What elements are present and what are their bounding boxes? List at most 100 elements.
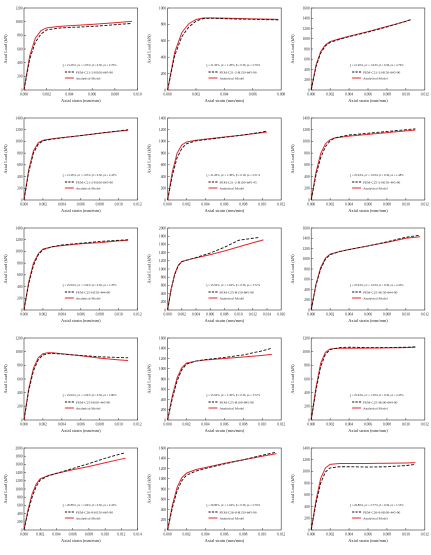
x-tick-label: 0.006 xyxy=(364,533,372,537)
y-axis-label: Axial Load (kN) xyxy=(147,254,152,284)
y-tick-label: 400 xyxy=(304,391,310,395)
panel-11: 0.000 0.002 0.004 0.006 0.008 0.010 0.012 0 200 4… xyxy=(147,336,286,433)
series-line-analytical xyxy=(23,20,132,91)
series-line-analytical xyxy=(167,239,264,311)
x-axis-label: Axial strain (mm/mm) xyxy=(348,318,388,323)
series-line-analytical xyxy=(23,457,126,531)
y-tick-label: 200 xyxy=(304,405,310,409)
series-line-analytical xyxy=(310,346,416,421)
y-tick-label: 800 xyxy=(161,151,167,155)
x-tick-label: 0.012 xyxy=(421,423,429,427)
x-tick-label: 0.008 xyxy=(383,423,391,427)
y-tick-label: 600 xyxy=(17,273,23,277)
x-tick-label: 0.004 xyxy=(65,93,73,97)
y-tick-label: 200 xyxy=(161,408,167,412)
x-tick-label: 0.004 xyxy=(58,423,66,427)
series-line-analytical xyxy=(167,17,279,91)
y-tick-label: 1000 xyxy=(303,37,310,41)
panel-10: 0.000 0.002 0.004 0.006 0.008 0.010 0.012 0 200 4… xyxy=(3,336,142,433)
legend-label-fem: FEM-C21-2-H100-6#5-45 xyxy=(219,180,256,184)
y-tick-label: 1000 xyxy=(303,350,310,354)
y-tick-label: 800 xyxy=(304,481,310,485)
panel-6: 0.000 0.002 0.004 0.006 0.008 0.010 0.012 0 200 4… xyxy=(290,116,429,213)
legend-label-fem: FEM-C25-H150-8#5-90 xyxy=(219,290,253,294)
y-tick-label: 1400 xyxy=(159,116,166,120)
y-tick-label: 200 xyxy=(17,187,23,191)
y-tick-label: 1400 xyxy=(303,116,310,120)
legend-label-analytical: Analytical Model xyxy=(219,296,244,300)
x-tick-label: 0.002 xyxy=(326,533,334,537)
y-tick-label: 800 xyxy=(161,23,167,27)
parameter-note: ξ = 25.04%, ρv = 1.04%, β = 0.36, ρs = 1… xyxy=(63,283,117,287)
x-tick-label: 0.006 xyxy=(364,93,372,97)
y-tick-label: 200 xyxy=(17,405,23,409)
x-tick-label: 0.000 xyxy=(307,533,315,537)
legend-label-fem: FEM-C26-8-H150-6#5-90 xyxy=(219,510,256,514)
y-axis-label: Axial Load (kN) xyxy=(147,144,152,174)
x-tick-label: 0.008 xyxy=(239,423,247,427)
y-axis-label: Axial Load (kN) xyxy=(3,144,8,174)
y-tick-label: 0 xyxy=(308,528,310,532)
x-tick-label: 0.010 xyxy=(258,203,266,207)
y-tick-label: 0 xyxy=(21,198,23,202)
y-tick-label: 400 xyxy=(161,56,167,60)
y-tick-label: 800 xyxy=(304,151,310,155)
y-tick-label: 1600 xyxy=(159,446,166,450)
y-tick-label: 400 xyxy=(161,398,167,402)
panel-8: 0.000 0.002 0.004 0.006 0.008 0.010 0.012 0.014… xyxy=(147,226,286,323)
y-tick-label: 1000 xyxy=(159,6,166,10)
y-tick-label: 800 xyxy=(304,267,310,271)
y-tick-label: 1600 xyxy=(303,6,310,10)
panel-7: 0.000 0.002 0.004 0.006 0.008 0.010 0.012 0 200 4… xyxy=(3,226,142,323)
y-tick-label: 0 xyxy=(308,88,310,92)
x-tick-label: 0.004 xyxy=(52,533,60,537)
parameter-note: ξ = 26.86%, ρv = 1.04%, β = 0.36, ρs = 2… xyxy=(63,503,117,507)
x-tick-label: 0.012 xyxy=(421,533,429,537)
x-tick-label: 0.004 xyxy=(345,203,353,207)
panel-3: 0.000 0.002 0.004 0.006 0.008 0.010 0.012 0 200 4… xyxy=(290,6,429,103)
panel-2: 0.000 0.002 0.004 0.006 0.008 0 200 400 600 800 10… xyxy=(147,6,286,103)
y-axis-label: Axial Load (kN) xyxy=(3,254,8,284)
x-tick-label: 0.006 xyxy=(364,203,372,207)
y-tick-label: 600 xyxy=(304,493,310,497)
x-tick-label: 0.016 xyxy=(277,313,285,317)
y-tick-label: 1000 xyxy=(303,257,310,261)
y-tick-label: 1200 xyxy=(15,336,22,340)
series-line-fem xyxy=(310,463,416,531)
y-tick-label: 600 xyxy=(304,58,310,62)
x-tick-label: 0.008 xyxy=(111,93,119,97)
y-tick-label: 1200 xyxy=(159,467,166,471)
y-tick-label: 200 xyxy=(17,297,23,301)
legend-label-fem: FEM-C26-8-H100-4#5-90 xyxy=(363,510,400,514)
x-tick-label: 0.000 xyxy=(20,533,28,537)
x-tick-label: 0.000 xyxy=(20,313,28,317)
series-line-fem xyxy=(310,19,411,91)
series-line-fem xyxy=(310,234,421,311)
legend-label-fem: FEM-C21-2-H150-6#5-90 xyxy=(363,70,400,74)
x-tick-label: 0.002 xyxy=(326,203,334,207)
x-tick-label: 0.006 xyxy=(206,313,214,317)
y-tick-label: 200 xyxy=(161,518,167,522)
legend-label-analytical: Analytical Model xyxy=(219,76,244,80)
panel-9: 0.000 0.002 0.004 0.006 0.008 0.010 0.012 0 200 4… xyxy=(290,226,429,323)
parameter-note: ξ = 25.04%, ρv = 1.04%, β = 0.36, ρs = 1… xyxy=(350,173,404,177)
y-tick-label: 1000 xyxy=(303,140,310,144)
legend-label-fem: FEM-C25-H100-4#5-90 xyxy=(76,400,110,404)
y-tick-label: 0 xyxy=(164,88,166,92)
y-axis-label: Axial Load (kN) xyxy=(290,364,295,394)
x-axis-label: Axial strain (mm/mm) xyxy=(61,538,101,543)
panel-15: 0.000 0.002 0.004 0.006 0.008 0.010 0.012 0 200 4… xyxy=(290,446,429,543)
x-tick-label: 0.008 xyxy=(220,313,228,317)
y-tick-label: 600 xyxy=(304,278,310,282)
panel-14: 0.000 0.002 0.004 0.006 0.008 0.010 0.012 0 200 4… xyxy=(147,446,286,543)
panel-5: 0.000 0.002 0.004 0.006 0.008 0.010 0.012 0 200 4… xyxy=(147,116,286,213)
y-tick-label: 800 xyxy=(304,47,310,51)
series-line-analytical xyxy=(310,19,411,91)
y-tick-label: 1400 xyxy=(159,457,166,461)
y-tick-label: 1200 xyxy=(15,479,22,483)
y-tick-label: 1200 xyxy=(15,128,22,132)
y-tick-label: 200 xyxy=(304,298,310,302)
x-tick-label: 0.004 xyxy=(201,423,209,427)
x-tick-label: 0.000 xyxy=(307,203,315,207)
x-axis-label: Axial strain (mm/mm) xyxy=(205,428,245,433)
